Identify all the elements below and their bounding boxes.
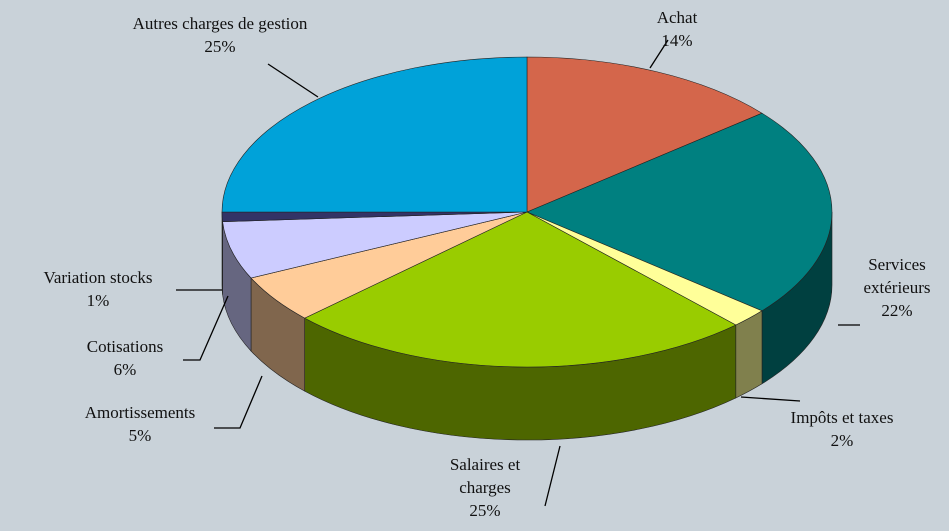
leader-line [214, 375, 263, 429]
slice-label: Cotisations 6% [45, 335, 205, 381]
leader-line [649, 39, 669, 69]
leader-line [183, 295, 229, 361]
leader-line [267, 63, 319, 98]
slice-label: Impôts et taxes 2% [742, 406, 942, 452]
category-label: Services extérieurs [863, 255, 931, 297]
category-label: Achat [656, 8, 698, 27]
value-label: 14% [661, 31, 693, 50]
category-label: Salaires et charges [449, 455, 521, 497]
leader-line [544, 445, 561, 507]
value-label: 6% [113, 360, 137, 379]
slice-label: Autres charges de gestion 25% [125, 12, 315, 58]
leader-line [740, 396, 801, 402]
value-label: 1% [86, 291, 110, 310]
slice [221, 56, 528, 213]
value-label: 25% [204, 37, 236, 56]
value-label: 22% [881, 301, 913, 320]
slice-label: Salaires et charges 25% [430, 453, 540, 522]
slice-label: Achat 14% [617, 6, 737, 52]
value-label: 5% [128, 426, 152, 445]
slice [526, 112, 833, 312]
slice [304, 211, 737, 368]
slice [526, 56, 763, 213]
slice-label: Services extérieurs 22% [847, 253, 947, 322]
category-label: Impôts et taxes [790, 408, 894, 427]
category-label: Cotisations [86, 337, 164, 356]
slice-label: Amortissements 5% [40, 401, 240, 447]
category-label: Amortissements [84, 403, 196, 422]
slice-side [735, 310, 763, 399]
category-label: Variation stocks [43, 268, 153, 287]
category-label: Autres charges de gestion [132, 14, 308, 33]
value-label: 2% [830, 431, 854, 450]
value-label: 25% [469, 501, 501, 520]
slice-side [221, 211, 223, 295]
slice-label: Variation stocks 1% [8, 266, 188, 312]
